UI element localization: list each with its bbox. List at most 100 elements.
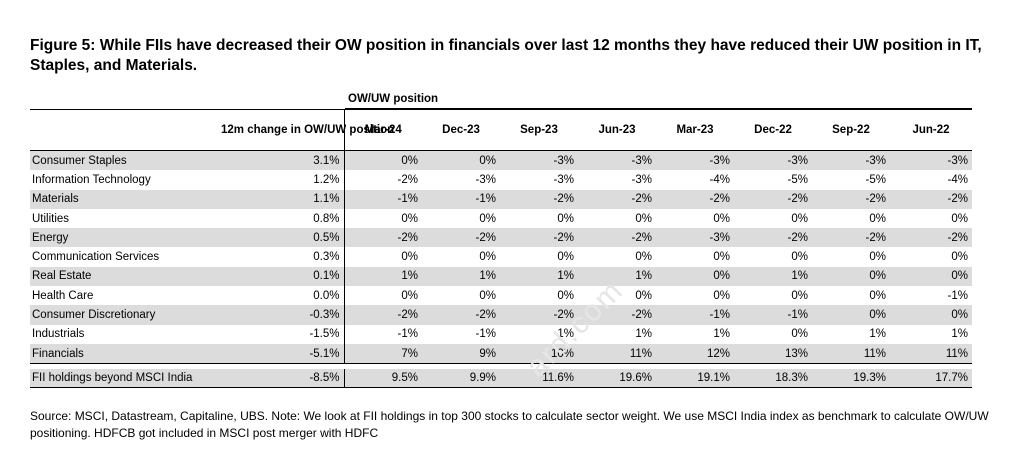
position-cell: 0%: [422, 150, 500, 171]
position-cell: -2%: [812, 189, 890, 209]
table-row: Health Care 0.0% 0% 0% 0% 0% 0% 0% 0% -1%: [30, 286, 972, 306]
position-cell: -2%: [422, 228, 500, 248]
position-cell: 0%: [557, 212, 574, 225]
sector-label: Materials: [30, 189, 218, 209]
position-cell: 0%: [951, 212, 968, 225]
table-row: Real Estate 0.1% 1% 1% 1% 1% 0% 1% 0% 0%: [30, 266, 972, 287]
total-change: -8.5%: [218, 369, 345, 388]
change-cell: 0.1%: [218, 266, 345, 287]
sector-label: Utilities: [32, 212, 70, 225]
change-cell: -0.3%: [218, 305, 345, 325]
position-cell: 0%: [713, 251, 730, 264]
position-cell: 1%: [344, 266, 422, 287]
position-cell: -5%: [865, 173, 886, 186]
position-cell: 1%: [869, 328, 886, 341]
total-cell: 19.6%: [578, 369, 656, 388]
total-cell: 9.9%: [422, 369, 500, 388]
position-cell: -1%: [475, 328, 496, 341]
sector-label: Real Estate: [30, 266, 218, 287]
table-row: Materials 1.1% -1% -1% -2% -2% -2% -2% -2% -2%: [30, 189, 972, 209]
change-cell: 1.2%: [218, 170, 345, 190]
table-row: Utilities 0.8% 0% 0% 0% 0% 0% 0% 0% 0%: [30, 208, 972, 229]
position-cell: -2%: [500, 189, 578, 209]
position-cell: -1%: [422, 189, 500, 209]
position-cell: 0%: [557, 251, 574, 264]
table-row: Communication Services 0.3% 0% 0% 0% 0% 0% 0% 0%…: [30, 247, 972, 267]
position-cell: -2%: [812, 228, 890, 248]
position-cell: 0%: [869, 289, 886, 302]
position-cell: 0%: [635, 212, 652, 225]
sector-label: Information Technology: [32, 173, 151, 186]
position-cell: -1%: [656, 305, 734, 325]
table-row: Financials -5.1% 7% 9% 10% 11% 12% 13% 11% 11%: [30, 343, 972, 365]
change-cell: 0.3%: [218, 247, 345, 267]
sector-label: Industrials: [32, 328, 85, 341]
position-cell: 7%: [344, 343, 422, 365]
position-cell: 0%: [479, 212, 496, 225]
period-header: Sep-22: [812, 109, 890, 151]
sector-label: Consumer Discretionary: [30, 305, 218, 325]
position-cell: 1%: [500, 266, 578, 287]
position-cell: 0%: [401, 289, 418, 302]
position-cell: -3%: [475, 173, 496, 186]
figure-title: Figure 5: While FIIs have decreased thei…: [30, 37, 982, 74]
position-cell: -2%: [500, 228, 578, 248]
position-cell: -2%: [734, 228, 812, 248]
period-header: Mar-24: [344, 109, 422, 151]
position-cell: -4%: [947, 173, 968, 186]
position-cell: 1%: [557, 328, 574, 341]
total-cell: 19.1%: [656, 369, 734, 388]
position-cell: 0%: [635, 251, 652, 264]
position-cell: -1%: [397, 328, 418, 341]
position-cell: 0%: [791, 328, 808, 341]
position-cell: -3%: [553, 173, 574, 186]
position-cell: -1%: [947, 289, 968, 302]
change-cell: -5.1%: [218, 343, 345, 365]
position-cell: 0%: [869, 251, 886, 264]
position-cell: 0%: [791, 251, 808, 264]
position-cell: -3%: [890, 150, 972, 171]
source-note: Source: MSCI, Datastream, Capitaline, UB…: [30, 409, 989, 440]
sector-label: Health Care: [32, 289, 94, 302]
position-cell: 1%: [422, 266, 500, 287]
position-cell: -3%: [734, 150, 812, 171]
position-cell: -3%: [656, 228, 734, 248]
position-cell: 11%: [812, 343, 890, 365]
position-cell: 1%: [635, 328, 652, 341]
change-cell: -1.5%: [218, 324, 345, 344]
position-cell: 11%: [890, 343, 972, 365]
period-header: Jun-23: [578, 109, 656, 151]
header-row: 12m change in OW/UW position Mar-24 Dec-…: [30, 109, 972, 151]
table-row: Consumer Staples 3.1% 0% 0% -3% -3% -3% -3% -3% -…: [30, 150, 972, 171]
position-cell: -2%: [344, 305, 422, 325]
position-cell: 0%: [479, 289, 496, 302]
total-cell: 17.7%: [890, 369, 972, 388]
position-cell: -3%: [812, 150, 890, 171]
change-cell: 1.1%: [218, 189, 345, 209]
position-cell: 0%: [479, 251, 496, 264]
position-cell: 0%: [656, 266, 734, 287]
change-cell: 3.1%: [218, 150, 345, 171]
position-cell: 12%: [656, 343, 734, 365]
sector-label: Consumer Staples: [30, 150, 218, 171]
position-cell: -2%: [578, 189, 656, 209]
change-column-header: 12m change in OW/UW position: [218, 109, 394, 151]
total-table: FII holdings beyond MSCI India -8.5% 9.5…: [30, 369, 972, 388]
table-row: Energy 0.5% -2% -2% -2% -2% -3% -2% -2% -2%: [30, 228, 972, 248]
sector-label: Energy: [30, 228, 218, 248]
positions-table: 12m change in OW/UW position Mar-24 Dec-…: [30, 109, 972, 365]
position-cell: -3%: [631, 173, 652, 186]
position-cell: -2%: [422, 305, 500, 325]
position-cell: 0%: [401, 212, 418, 225]
table-row: Industrials -1.5% -1% -1% 1% 1% 1% 0% 1% 1%: [30, 324, 972, 344]
position-cell: -2%: [397, 173, 418, 186]
position-cell: 0%: [869, 212, 886, 225]
position-cell: -2%: [578, 228, 656, 248]
position-cell: 0%: [791, 212, 808, 225]
position-cell: 1%: [734, 266, 812, 287]
position-cell: -3%: [500, 150, 578, 171]
period-header: Dec-22: [734, 109, 812, 151]
position-cell: -2%: [734, 189, 812, 209]
position-cell: 0%: [791, 289, 808, 302]
position-cell: 0%: [713, 289, 730, 302]
